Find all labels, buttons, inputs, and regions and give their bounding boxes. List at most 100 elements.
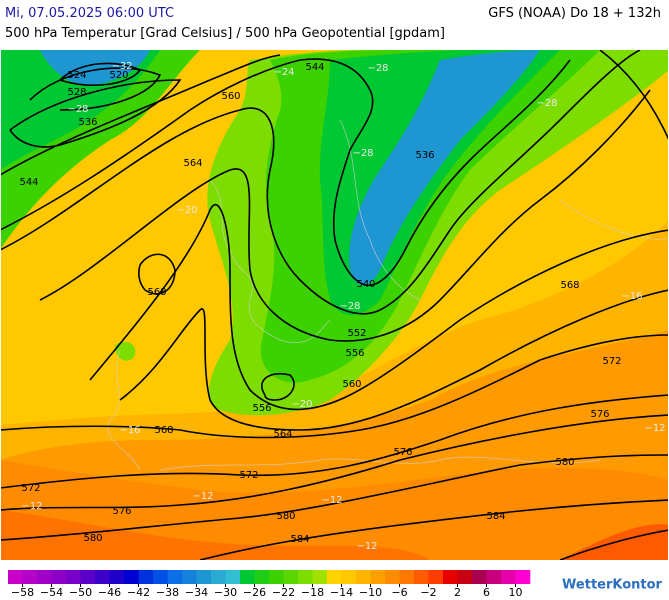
contour-label: 572 (239, 470, 258, 481)
colorbar-swatch (37, 570, 52, 584)
contour-label: 580 (276, 511, 295, 522)
temperature-label: −32 (111, 61, 132, 72)
contour-label: 564 (183, 158, 202, 169)
colorbar-swatch (51, 570, 67, 584)
subtitle: 500 hPa Temperatur [Grad Celsius] / 500 … (5, 26, 446, 41)
colorbar-swatch (501, 570, 516, 584)
temperature-label: −16 (119, 425, 140, 436)
contour-label: 584 (486, 511, 505, 522)
contour-label: 576 (590, 409, 609, 420)
colorbar-label: −58 (11, 586, 34, 599)
colorbar-swatch (327, 570, 342, 584)
colorbar-swatch (66, 570, 81, 584)
contour-label: 568 (147, 287, 166, 298)
colorbar-swatch (283, 570, 299, 584)
temperature-label: −28 (339, 301, 360, 312)
colorbar-swatch (167, 570, 183, 584)
colorbar-swatch (443, 570, 458, 584)
temperature-label: −12 (192, 491, 213, 502)
colorbar-label: 10 (509, 586, 523, 599)
temperature-label: −28 (536, 98, 557, 109)
model-run: GFS (NOAA) Do 18 + 132h (488, 6, 661, 21)
colorbar-swatch (269, 570, 284, 584)
colorbar-swatch (341, 570, 357, 584)
colorbar-swatch (486, 570, 502, 584)
colorbar-label: −34 (185, 586, 208, 599)
contour-label: 528 (67, 87, 86, 98)
temperature-label: −12 (21, 501, 42, 512)
contour-label: 536 (78, 117, 97, 128)
date: Mi, 07.05.2025 06:00 UTC (5, 6, 175, 21)
contour-label: 536 (415, 150, 434, 161)
contour-label: 572 (602, 356, 621, 367)
colorbar-label: 2 (454, 586, 461, 599)
temperature-label: −12 (356, 541, 377, 552)
colorbar-swatch (8, 570, 23, 584)
contour-label: 564 (273, 429, 292, 440)
colorbar-swatch (428, 570, 444, 584)
colorbar-swatch (414, 570, 429, 584)
colorbar-label: 6 (483, 586, 490, 599)
field (1, 50, 668, 560)
colorbar-label: −18 (301, 586, 324, 599)
colorbar-swatch (240, 570, 255, 584)
colorbar-label: −38 (156, 586, 179, 599)
colorbar-swatch (225, 570, 241, 584)
contour-label: 584 (290, 534, 309, 545)
brand-logo: WetterKontor (562, 578, 663, 593)
colorbar-swatch (457, 570, 473, 584)
colorbar-swatch (298, 570, 313, 584)
colorbar-swatch (182, 570, 197, 584)
colorbar-swatch (153, 570, 168, 584)
temperature-label: −28 (352, 148, 373, 159)
contour-label: 544 (19, 177, 38, 188)
colorbar-swatch (196, 570, 212, 584)
colorbar-label: −46 (98, 586, 121, 599)
colorbar-swatch (254, 570, 270, 584)
temperature-label: −12 (321, 495, 342, 506)
contour-label: 556 (252, 403, 271, 414)
contour-label: 576 (393, 447, 412, 458)
temperature-label: −24 (273, 67, 294, 78)
colorbar-swatch (370, 570, 386, 584)
contour-label: 560 (342, 379, 361, 390)
colorbar-swatch (138, 570, 154, 584)
colorbar-label: −14 (330, 586, 353, 599)
temperature-label: −28 (67, 104, 88, 115)
colorbar-swatch (515, 570, 531, 584)
colorbar-label: −2 (420, 586, 436, 599)
contour-label: 552 (347, 328, 366, 339)
contour-label: 524 (67, 70, 86, 81)
colorbar-swatch (124, 570, 139, 584)
contour-label: 580 (83, 533, 102, 544)
colorbar-label: −50 (69, 586, 92, 599)
contour-label: 556 (345, 348, 364, 359)
colorbar-swatch (211, 570, 226, 584)
temperature-label: −16 (621, 291, 642, 302)
contour-label: 580 (555, 457, 574, 468)
colorbar-label: −22 (272, 586, 295, 599)
colorbar-swatch (385, 570, 400, 584)
contour-label: 572 (21, 483, 40, 494)
colorbar-swatch (312, 570, 328, 584)
colorbar-swatch (22, 570, 38, 584)
colorbar-swatch (109, 570, 125, 584)
colorbar-swatch (472, 570, 487, 584)
contour-label: 520 (109, 70, 128, 81)
contour-label: 560 (221, 91, 240, 102)
colorbar-label: −6 (391, 586, 407, 599)
temperature-label: −20 (291, 399, 312, 410)
contour-label: 540 (356, 279, 375, 290)
colorbar-swatch (356, 570, 371, 584)
temperature-label: −20 (176, 205, 197, 216)
colorbar-label: −42 (127, 586, 150, 599)
colorbar-swatch (399, 570, 415, 584)
temperature-label: −12 (644, 423, 665, 434)
contour-label: 576 (112, 506, 131, 517)
colorbar-label: −10 (359, 586, 382, 599)
colorbar-swatch (95, 570, 110, 584)
colorbar-swatch (80, 570, 96, 584)
contour-label: 568 (560, 280, 579, 291)
